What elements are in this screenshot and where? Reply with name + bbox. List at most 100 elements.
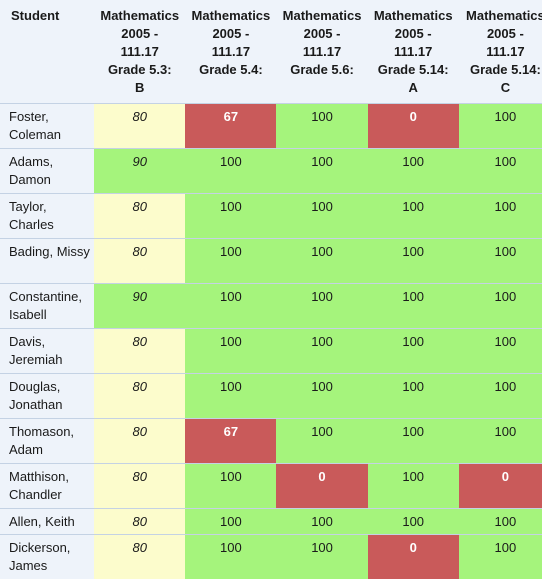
score-cell[interactable]: 67 bbox=[185, 419, 276, 464]
student-name[interactable]: Allen, Keith bbox=[0, 509, 94, 535]
score-cell[interactable]: 100 bbox=[185, 194, 276, 239]
score-cell[interactable]: 100 bbox=[459, 104, 542, 149]
score-cell[interactable]: 100 bbox=[185, 284, 276, 329]
score-cell[interactable]: 90 bbox=[94, 149, 185, 194]
column-header-line: 111.17 bbox=[459, 43, 542, 61]
score-cell[interactable]: 100 bbox=[185, 329, 276, 374]
student-column-header[interactable]: Student bbox=[0, 0, 94, 104]
score-cell[interactable]: 100 bbox=[276, 535, 367, 579]
column-header-line: Mathematics bbox=[368, 7, 459, 25]
score-cell[interactable]: 80 bbox=[94, 194, 185, 239]
score-cell[interactable]: 100 bbox=[276, 419, 367, 464]
score-cell[interactable]: 100 bbox=[276, 374, 367, 419]
student-name[interactable]: Davis, Jeremiah bbox=[0, 329, 94, 374]
score-cell[interactable]: 100 bbox=[459, 509, 542, 535]
score-cell[interactable]: 100 bbox=[368, 329, 459, 374]
score-cell[interactable]: 100 bbox=[185, 535, 276, 579]
score-cell[interactable]: 0 bbox=[276, 464, 367, 509]
score-cell[interactable]: 100 bbox=[185, 239, 276, 284]
column-header-line: B bbox=[94, 79, 185, 97]
score-cell[interactable]: 100 bbox=[459, 149, 542, 194]
score-cell[interactable]: 80 bbox=[94, 464, 185, 509]
student-name[interactable]: Taylor, Charles bbox=[0, 194, 94, 239]
score-cell[interactable]: 67 bbox=[185, 104, 276, 149]
score-cell[interactable]: 100 bbox=[368, 509, 459, 535]
column-header-line: Grade 5.14: bbox=[459, 61, 542, 79]
score-cell[interactable]: 80 bbox=[94, 535, 185, 579]
score-cell[interactable]: 100 bbox=[276, 194, 367, 239]
score-cell[interactable]: 100 bbox=[276, 149, 367, 194]
score-cell[interactable]: 100 bbox=[368, 149, 459, 194]
student-name[interactable]: Constantine, Isabell bbox=[0, 284, 94, 329]
score-cell[interactable]: 100 bbox=[185, 374, 276, 419]
score-cell[interactable]: 0 bbox=[368, 535, 459, 579]
score-cell[interactable]: 100 bbox=[368, 374, 459, 419]
column-header-line: Mathematics bbox=[94, 7, 185, 25]
score-cell[interactable]: 100 bbox=[459, 535, 542, 579]
column-header-line: Grade 5.4: bbox=[185, 61, 276, 79]
score-cell[interactable]: 100 bbox=[276, 239, 367, 284]
column-header-line: 2005 - bbox=[368, 25, 459, 43]
score-cell[interactable]: 80 bbox=[94, 104, 185, 149]
score-cell[interactable]: 80 bbox=[94, 374, 185, 419]
score-cell[interactable]: 100 bbox=[185, 464, 276, 509]
score-cell[interactable]: 100 bbox=[459, 374, 542, 419]
score-cell[interactable]: 100 bbox=[276, 329, 367, 374]
column-header-line: Grade 5.6: bbox=[276, 61, 367, 79]
score-cell[interactable]: 100 bbox=[459, 239, 542, 284]
column-header-line: 2005 - bbox=[185, 25, 276, 43]
score-cell[interactable]: 100 bbox=[368, 284, 459, 329]
column-header-line: Mathematics bbox=[459, 7, 542, 25]
column-header-line: 111.17 bbox=[276, 43, 367, 61]
column-header-line: 111.17 bbox=[94, 43, 185, 61]
student-name[interactable]: Thomason, Adam bbox=[0, 419, 94, 464]
column-header-line: 2005 - bbox=[276, 25, 367, 43]
score-cell[interactable]: 100 bbox=[368, 239, 459, 284]
score-cell[interactable]: 90 bbox=[94, 284, 185, 329]
column-header-line: 2005 - bbox=[459, 25, 542, 43]
score-cell[interactable]: 100 bbox=[276, 509, 367, 535]
column-header-line: 111.17 bbox=[185, 43, 276, 61]
student-name[interactable]: Dickerson, James bbox=[0, 535, 94, 579]
score-cell[interactable]: 100 bbox=[276, 284, 367, 329]
score-cell[interactable]: 100 bbox=[368, 464, 459, 509]
score-cell[interactable]: 80 bbox=[94, 329, 185, 374]
column-header-line: Mathematics bbox=[185, 7, 276, 25]
student-name[interactable]: Adams, Damon bbox=[0, 149, 94, 194]
score-cell[interactable]: 100 bbox=[459, 194, 542, 239]
score-cell[interactable]: 80 bbox=[94, 509, 185, 535]
score-cell[interactable]: 0 bbox=[459, 464, 542, 509]
student-name[interactable]: Bading, Missy bbox=[0, 239, 94, 284]
score-cell[interactable]: 100 bbox=[185, 149, 276, 194]
student-name[interactable]: Foster, Coleman bbox=[0, 104, 94, 149]
score-cell[interactable]: 100 bbox=[459, 419, 542, 464]
score-cell[interactable]: 100 bbox=[276, 104, 367, 149]
score-cell[interactable]: 100 bbox=[459, 284, 542, 329]
column-header-line: 2005 - bbox=[94, 25, 185, 43]
score-cell[interactable]: 100 bbox=[459, 329, 542, 374]
student-name[interactable]: Douglas, Jonathan bbox=[0, 374, 94, 419]
score-cell[interactable]: 0 bbox=[368, 104, 459, 149]
score-cell[interactable]: 80 bbox=[94, 419, 185, 464]
score-cell[interactable]: 80 bbox=[94, 239, 185, 284]
score-cell[interactable]: 100 bbox=[185, 509, 276, 535]
score-cell[interactable]: 100 bbox=[368, 194, 459, 239]
student-name[interactable]: Matthison, Chandler bbox=[0, 464, 94, 509]
score-cell[interactable]: 100 bbox=[368, 419, 459, 464]
